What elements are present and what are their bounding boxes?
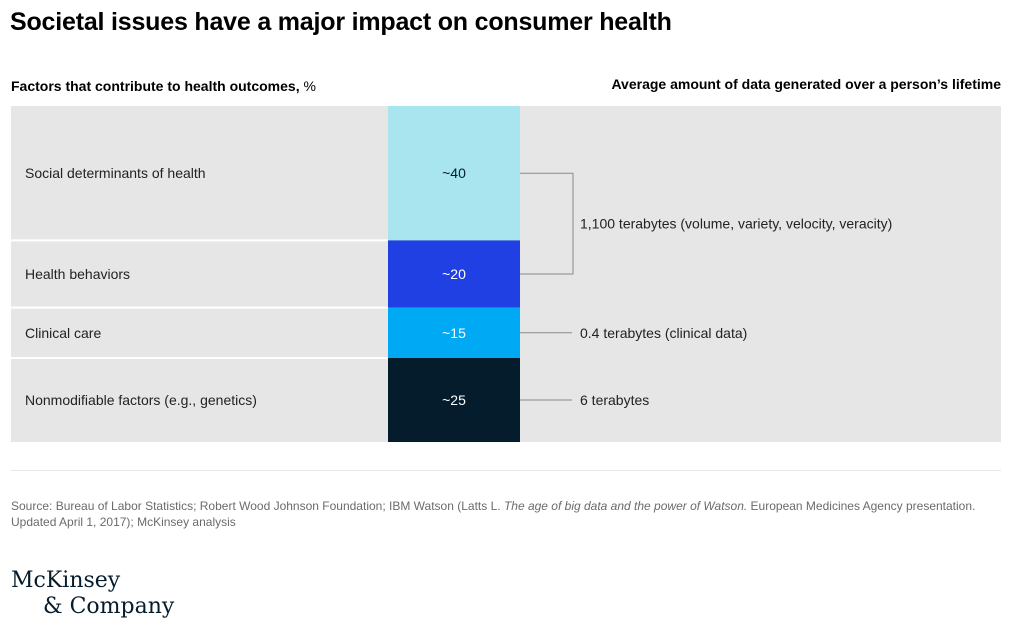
right-column-header: Average amount of data generated over a … <box>611 76 1001 92</box>
category-label: Health behaviors <box>25 266 130 282</box>
bar-segment <box>388 358 520 442</box>
annotation-label: 0.4 terabytes (clinical data) <box>580 325 747 341</box>
source-suffix: European Medicines Agency presentation. … <box>11 499 976 529</box>
category-label: Nonmodifiable factors (e.g., genetics) <box>25 392 257 408</box>
logo-line-2: & Company <box>43 594 175 619</box>
value-label: ~20 <box>442 266 466 282</box>
health-factors-chart: Social determinants of health ~40 Health b… <box>11 106 1001 442</box>
mckinsey-logo: McKinsey & Company <box>11 568 174 620</box>
category-label: Social determinants of health <box>25 165 206 181</box>
bar-segment <box>388 106 520 241</box>
left-column-header: Factors that contribute to health outcom… <box>11 78 316 94</box>
value-label: ~40 <box>442 165 466 181</box>
annotation-label: 6 terabytes <box>580 392 649 408</box>
divider <box>11 470 1001 471</box>
page-title: Societal issues have a major impact on c… <box>10 8 672 36</box>
value-label: ~25 <box>442 392 466 408</box>
logo-line-1: McKinsey <box>11 568 121 593</box>
source-prefix: Source: Bureau of Labor Statistics; Robe… <box>11 499 504 513</box>
left-header-unit: % <box>303 78 316 94</box>
bar-segment <box>388 307 520 358</box>
annotation-bracket <box>520 172 574 275</box>
source-note: Source: Bureau of Labor Statistics; Robe… <box>11 498 996 530</box>
value-label: ~15 <box>442 325 466 341</box>
category-label: Clinical care <box>25 325 101 341</box>
source-italic: The age of big data and the power of Wat… <box>503 499 748 513</box>
bar-segment <box>388 240 520 308</box>
annotation-label: 1,100 terabytes (volume, variety, veloci… <box>580 216 892 232</box>
left-header-label: Factors that contribute to health outcom… <box>11 78 300 94</box>
